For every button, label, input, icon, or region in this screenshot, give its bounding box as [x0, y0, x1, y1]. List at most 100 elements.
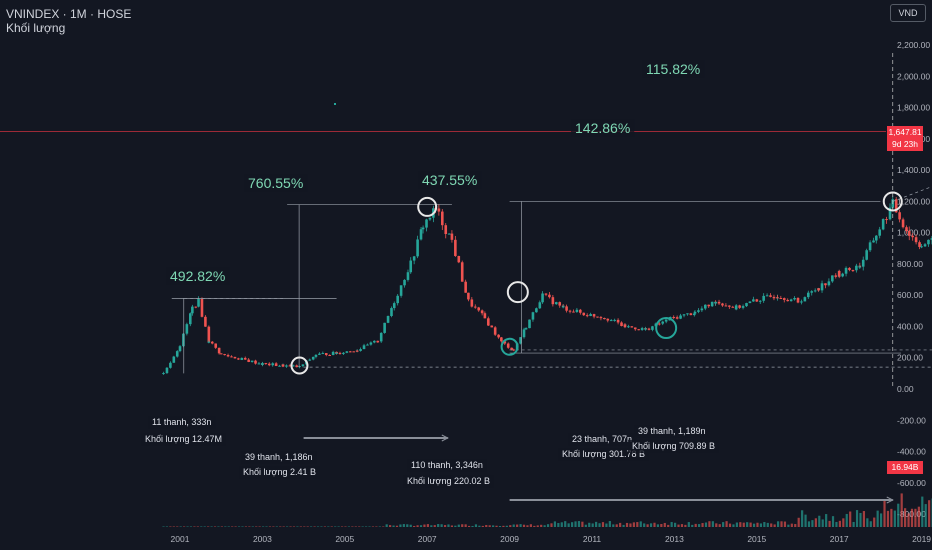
annotation-background: [141, 433, 226, 446]
volume-bar: [186, 526, 189, 527]
volume-bar: [849, 511, 852, 527]
volume-bar: [375, 526, 378, 527]
volume-bar: [615, 524, 618, 527]
volume-bar: [296, 526, 299, 527]
volume-bar: [492, 525, 495, 527]
volume-bar: [526, 525, 529, 527]
candle-body: [901, 219, 905, 228]
volume-bar: [897, 503, 900, 527]
candle-body: [247, 359, 250, 362]
volume-bar: [639, 521, 642, 527]
volume-bar: [770, 523, 773, 527]
candle-body: [633, 327, 637, 330]
candle-body: [376, 341, 380, 343]
volume-bar: [378, 526, 381, 527]
annotation-label: 23 thanh, 707n: [572, 434, 632, 444]
volume-bar: [588, 522, 591, 527]
candle-body: [292, 365, 295, 367]
volume-bar: [629, 523, 632, 527]
candle-body: [664, 319, 668, 322]
volume-bar: [488, 525, 491, 527]
candle-body: [412, 256, 416, 261]
candle-body: [512, 349, 516, 351]
candle-body: [219, 353, 223, 355]
candle-body: [803, 297, 807, 302]
candle-body: [599, 317, 603, 319]
volume-bar: [619, 522, 622, 527]
volume-bar: [749, 522, 752, 527]
volume-bar: [763, 522, 766, 527]
annotation-background: [571, 119, 635, 137]
volume-bar: [172, 526, 175, 527]
candle-body: [348, 351, 352, 353]
volume-bar: [780, 521, 783, 527]
candle-body: [710, 301, 714, 307]
volume-bar: [183, 526, 186, 527]
candle-body: [693, 313, 696, 316]
volume-bar: [327, 526, 330, 527]
volume-bar: [595, 521, 598, 527]
candle-body: [640, 328, 644, 330]
volume-bar: [756, 522, 759, 527]
volume-bar: [735, 522, 738, 527]
volume-bar: [718, 524, 721, 527]
volume-bar: [485, 525, 488, 527]
candle-body: [369, 342, 373, 345]
x-tick-label: 2007: [418, 534, 437, 544]
arrow-head: [886, 496, 894, 504]
volume-bar: [430, 525, 433, 527]
candle-body: [627, 326, 630, 328]
candle-body: [755, 299, 759, 302]
candle-body: [464, 281, 467, 293]
volume-bar: [502, 525, 505, 527]
candle-body: [288, 365, 292, 367]
candle-body: [535, 308, 538, 313]
candle-body: [589, 314, 592, 316]
symbol-title: VNINDEX · 1M · HOSE: [6, 7, 132, 21]
candle-body: [314, 354, 318, 357]
candle-body: [661, 321, 665, 324]
volume-bar: [347, 526, 351, 527]
candle-body: [278, 365, 281, 367]
candle-body: [428, 217, 432, 220]
candle-body: [717, 301, 721, 304]
y-tick-label: 2,000.00: [897, 71, 930, 81]
candle-body: [473, 306, 477, 308]
annotation-label: 39 thanh, 1,186n: [245, 452, 313, 462]
annotation-background: [244, 174, 308, 192]
volume-bar: [286, 526, 289, 527]
candle-body: [748, 301, 752, 304]
candle-body: [844, 267, 848, 274]
currency-button[interactable]: VND: [890, 4, 926, 22]
volume-bar: [289, 526, 292, 527]
volume-bar: [910, 508, 914, 527]
candle-body: [519, 337, 522, 344]
candle-body: [679, 315, 682, 319]
candle-body: [503, 341, 507, 344]
candle-body: [541, 293, 544, 303]
candle-body: [338, 352, 342, 354]
candle-body: [175, 351, 179, 357]
volume-bar: [323, 526, 326, 527]
volume-bar: [921, 496, 924, 527]
candle-body: [894, 199, 898, 213]
volume-bar: [467, 525, 471, 527]
annotation-background: [642, 60, 705, 78]
volume-bar: [217, 526, 220, 527]
volume-bar: [522, 524, 526, 527]
candle-body: [373, 340, 376, 343]
volume-bar: [804, 514, 807, 527]
candle-body: [762, 295, 765, 301]
volume-bar: [409, 524, 412, 527]
volume-bar: [567, 523, 570, 527]
candle-body: [497, 334, 500, 338]
volume-bar: [670, 522, 673, 527]
volume-bar: [646, 524, 649, 527]
candle-body: [490, 325, 494, 328]
volume-bar: [914, 508, 917, 527]
candle-body: [807, 292, 810, 298]
candle-body: [752, 299, 755, 302]
candle-body: [257, 363, 261, 365]
volume-bar: [237, 526, 241, 527]
